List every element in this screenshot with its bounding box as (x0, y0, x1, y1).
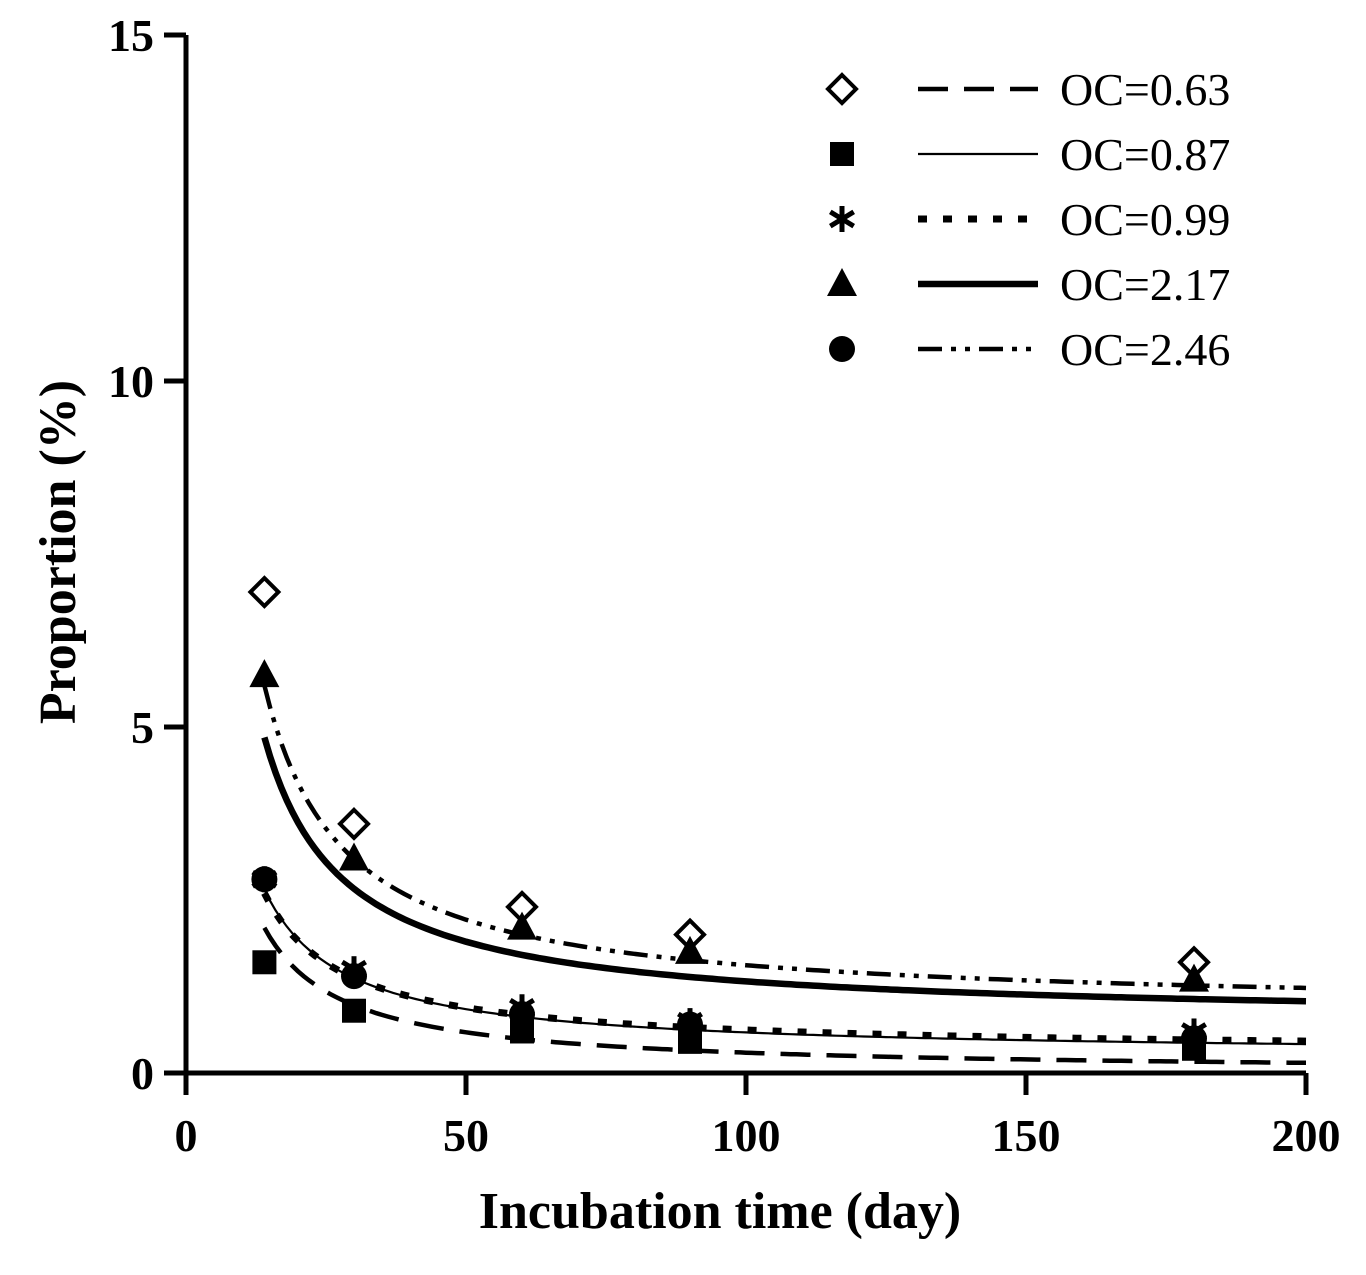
legend-label: OC=0.63 (1060, 64, 1230, 115)
data-point-OC-0-87 (252, 950, 277, 975)
x-tick-label: 50 (443, 1110, 489, 1161)
y-tick-label: 0 (131, 1048, 154, 1099)
data-point-OC-0-87 (342, 998, 366, 1023)
data-point-OC-2-46 (677, 1011, 703, 1038)
legend: OC=0.63 OC=0.87 OC=0.99 OC=2.17 OC=2.46 (825, 64, 1230, 375)
y-tick-label: 10 (108, 356, 154, 407)
y-tick-label: 15 (108, 10, 154, 61)
x-tick-label: 200 (1272, 1110, 1341, 1161)
data-point-OC-0-63 (247, 575, 282, 609)
fit-curve-OC-0-99 (261, 891, 1307, 1045)
y-tick-label: 5 (131, 702, 154, 753)
legend-label: OC=0.87 (1060, 129, 1230, 180)
data-point-OC-2-17 (675, 935, 705, 964)
legend-label: OC=0.99 (1060, 194, 1230, 245)
legend-marker (828, 206, 856, 232)
data-point-OC-2-46 (251, 866, 278, 893)
legend-marker (825, 72, 859, 106)
fit-curve-OC-2-46 (262, 684, 1307, 991)
y-axis-title: Proportion (%) (30, 380, 87, 724)
x-axis-title: Incubation time (day) (479, 1183, 961, 1240)
data-markers (247, 575, 1211, 1061)
data-point-OC-2-17 (1179, 963, 1209, 992)
data-point-OC-2-17 (339, 842, 369, 871)
plot-frame (183, 35, 1306, 1076)
legend-marker (829, 336, 855, 362)
data-point-OC-2-17 (249, 659, 280, 688)
x-tick-label: 100 (712, 1110, 781, 1161)
data-point-OC-2-46 (1181, 1025, 1207, 1052)
fit-curve-OC-0-87 (263, 889, 1307, 1046)
data-point-OC-2-46 (341, 963, 367, 990)
legend-marker (827, 268, 857, 296)
fit-curve-OC-2-17 (261, 736, 1307, 1005)
legend-marker-stroke (828, 209, 856, 229)
data-point-OC-2-46 (509, 1001, 535, 1028)
data-point-OC-2-17 (507, 911, 537, 940)
legend-label: OC=2.46 (1060, 324, 1230, 375)
fit-curves (261, 684, 1307, 1066)
x-tick-label: 0 (175, 1110, 198, 1161)
x-tick-label: 150 (992, 1110, 1061, 1161)
axis-ticks: 0 50 100 150 200 0 5 10 15 (108, 10, 1341, 1161)
legend-marker (830, 142, 854, 166)
legend-label: OC=2.17 (1060, 259, 1230, 310)
fit-curve-OC-0-63 (262, 926, 1306, 1066)
data-point-OC-0-63 (337, 807, 371, 841)
